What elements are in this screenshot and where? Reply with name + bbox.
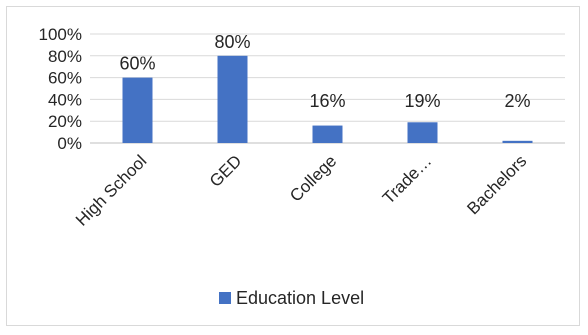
category-label: Bachelors [463, 151, 530, 218]
data-label: 60% [119, 54, 155, 74]
category-label: High School [72, 151, 150, 229]
y-tick-label: 20% [48, 112, 82, 131]
bar [122, 77, 153, 143]
category-label: GED [206, 151, 245, 190]
category-label: Trade… [379, 151, 435, 207]
category-label: College [286, 151, 340, 205]
bar [312, 125, 343, 143]
legend-swatch [219, 292, 231, 304]
gridlines [90, 33, 565, 144]
bars [122, 55, 533, 143]
category-labels: High School GED College Trade… Bachelors [72, 151, 530, 229]
data-label: 80% [214, 32, 250, 52]
bar [502, 140, 533, 143]
chart-frame [6, 6, 580, 326]
data-label: 19% [404, 91, 440, 111]
y-tick-label: 0% [57, 134, 82, 153]
data-labels: 60% 80% 16% 19% 2% [119, 32, 530, 111]
data-label: 16% [309, 91, 345, 111]
y-tick-label: 60% [48, 69, 82, 88]
y-tick-label: 80% [48, 47, 82, 66]
y-axis-ticks: 0% 20% 40% 60% 80% 100% [39, 25, 82, 153]
y-tick-label: 40% [48, 90, 82, 109]
bar [217, 55, 248, 143]
bar [407, 122, 438, 143]
y-tick-label: 100% [39, 25, 82, 44]
legend: Education Level [219, 288, 364, 308]
legend-label: Education Level [236, 288, 364, 308]
data-label: 2% [504, 91, 530, 111]
